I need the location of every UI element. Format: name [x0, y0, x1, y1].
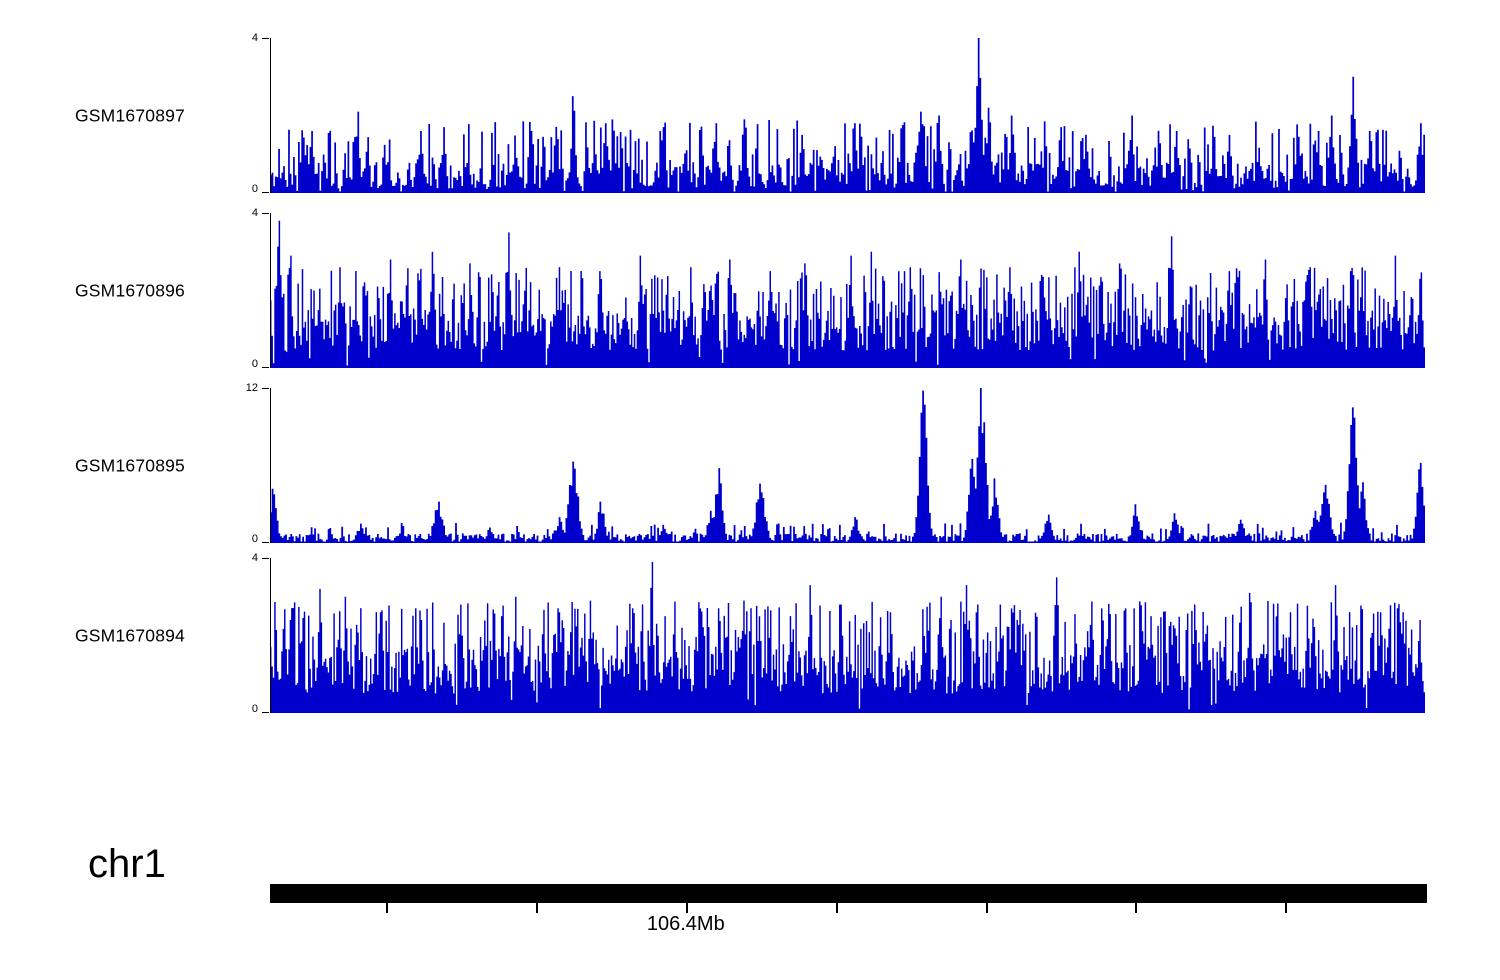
y-axis-tick	[262, 388, 269, 389]
coverage-plot	[270, 213, 1425, 368]
y-axis-tick	[262, 38, 269, 39]
y-axis-max-label: 12	[245, 382, 258, 394]
y-axis-tick	[262, 213, 269, 214]
ruler-tick	[385, 903, 388, 913]
ruler-tick	[1135, 903, 1138, 913]
y-axis-min-label: 0	[251, 703, 258, 715]
ruler-tick	[836, 903, 838, 913]
ruler-tick	[535, 903, 538, 913]
ruler-tick	[1285, 903, 1288, 913]
track-label: GSM1670894	[75, 625, 185, 645]
coverage-plot	[270, 388, 1425, 543]
ruler-tick	[986, 903, 989, 913]
y-axis-min-label: 0	[251, 183, 258, 195]
chromosome-label: chr1	[88, 842, 166, 886]
ruler-tick	[685, 903, 688, 913]
track-row-gsm1670896: GSM1670896 4 0	[0, 208, 1500, 370]
coverage-plot	[270, 38, 1425, 193]
track-row-gsm1670897: GSM1670897 4 0	[0, 33, 1500, 195]
y-axis-max-label: 4	[251, 32, 258, 44]
position-label: 106.4Mb	[646, 913, 725, 935]
y-axis-tick	[262, 712, 269, 713]
y-axis-tick	[262, 367, 269, 368]
y-axis-min-label: 0	[251, 533, 258, 545]
y-axis-tick	[262, 558, 269, 559]
y-axis-tick	[262, 542, 269, 543]
y-axis-tick	[262, 192, 269, 193]
track-label: GSM1670896	[75, 280, 185, 300]
coverage-plot	[270, 558, 1425, 713]
track-row-gsm1670894: GSM1670894 4 0	[0, 553, 1500, 715]
chromosome-ruler-ticks	[270, 903, 1427, 915]
y-axis-min-label: 0	[251, 358, 258, 370]
y-axis-max-label: 4	[251, 207, 258, 219]
y-axis-max-label: 4	[251, 552, 258, 564]
track-label: GSM1670895	[75, 455, 185, 475]
track-row-gsm1670895: GSM1670895 12 0	[0, 383, 1500, 545]
track-label: GSM1670897	[75, 105, 185, 125]
chromosome-bar	[270, 884, 1427, 903]
